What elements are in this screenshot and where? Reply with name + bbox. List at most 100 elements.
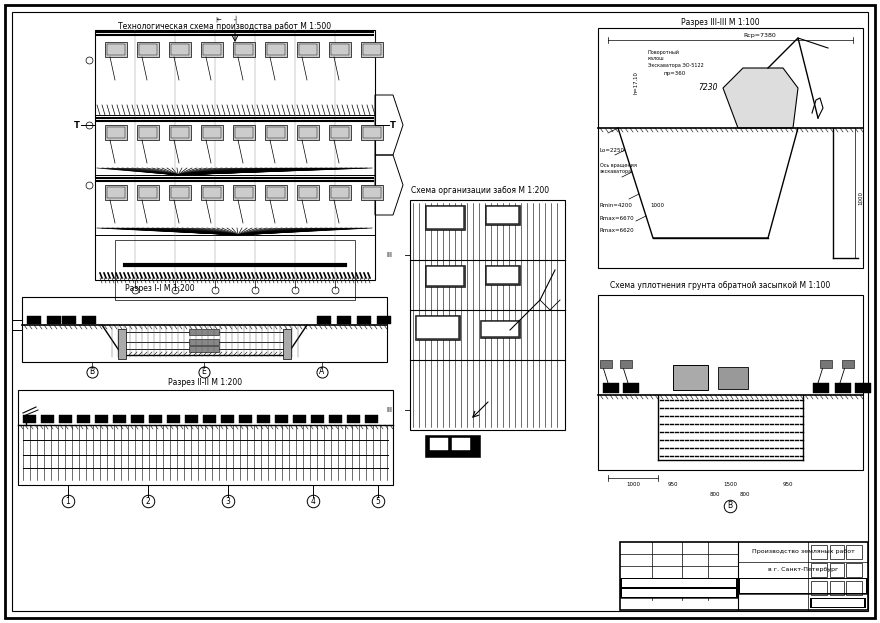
Bar [620, 360, 632, 368]
Text: 3: 3 [225, 497, 231, 505]
Text: Разрез II-II М 1:200: Разрез II-II М 1:200 [168, 378, 242, 387]
Bar [201, 185, 223, 200]
Text: 1: 1 [66, 497, 70, 505]
Bar [331, 187, 349, 198]
Bar [427, 207, 463, 228]
Bar [347, 415, 360, 423]
Bar [105, 185, 127, 200]
Bar [115, 240, 355, 300]
Text: Rmax=6620: Rmax=6620 [600, 228, 634, 233]
Text: Rmax=6670: Rmax=6670 [600, 216, 634, 221]
Bar [275, 415, 288, 423]
Text: Схема уплотнения грунта обратной засыпкой М 1:100: Схема уплотнения грунта обратной засыпко… [610, 281, 830, 290]
Bar [233, 125, 255, 140]
Bar [185, 415, 198, 423]
Bar [18, 390, 393, 485]
Bar [201, 42, 223, 57]
Bar [118, 329, 126, 359]
Bar [329, 415, 342, 423]
Bar [299, 187, 317, 198]
Bar [813, 383, 829, 393]
Text: |←: |← [215, 16, 222, 22]
Text: А: А [319, 368, 325, 376]
Bar [235, 44, 253, 55]
Bar [189, 339, 219, 345]
Bar [620, 542, 868, 610]
Bar [82, 316, 96, 324]
Bar [267, 187, 285, 198]
Bar [265, 42, 287, 57]
Bar [835, 383, 851, 393]
Text: Ось вращения
экскаватора: Ось вращения экскаватора [600, 163, 637, 174]
Bar [329, 125, 351, 140]
Bar [365, 415, 378, 423]
Text: Rcp=7380: Rcp=7380 [744, 33, 776, 38]
Bar [482, 322, 518, 336]
Bar [105, 42, 127, 57]
Polygon shape [723, 68, 798, 128]
Bar [846, 563, 862, 577]
Text: 5: 5 [376, 497, 380, 505]
Bar [623, 383, 639, 393]
Bar [622, 589, 736, 597]
Bar [22, 297, 387, 362]
Bar [137, 125, 159, 140]
Bar [171, 44, 189, 55]
Bar [107, 187, 125, 198]
Bar [430, 438, 448, 450]
Bar [740, 579, 866, 593]
Bar [113, 415, 126, 423]
Bar [203, 127, 221, 138]
Text: Разрез I-I М 1:200: Разрез I-I М 1:200 [125, 284, 194, 293]
Bar [171, 187, 189, 198]
Text: Экскаватора ЭО-5122: Экскаватора ЭО-5122 [648, 63, 704, 68]
Bar [171, 127, 189, 138]
Bar [47, 316, 61, 324]
Bar [95, 415, 108, 423]
Bar [169, 185, 191, 200]
Bar [139, 127, 157, 138]
Bar [363, 44, 381, 55]
Bar [417, 317, 458, 338]
Bar [812, 599, 864, 607]
Bar [233, 42, 255, 57]
Bar [137, 42, 159, 57]
Bar [137, 185, 159, 200]
Bar [361, 42, 383, 57]
Bar [131, 415, 144, 423]
Bar [62, 316, 76, 324]
Bar [377, 316, 391, 324]
Bar [846, 545, 862, 559]
Bar [201, 125, 223, 140]
Bar [811, 563, 827, 577]
Bar [820, 360, 832, 368]
Text: Е: Е [202, 368, 207, 376]
Bar [265, 185, 287, 200]
Bar [738, 578, 868, 594]
Bar [603, 383, 619, 393]
Text: в г. Санкт-Петербург: в г. Санкт-Петербург [768, 568, 838, 573]
Bar [233, 185, 255, 200]
Bar [842, 360, 854, 368]
Bar [139, 187, 157, 198]
Bar [830, 563, 844, 577]
Bar [169, 42, 191, 57]
Text: пр=360: пр=360 [663, 70, 686, 75]
Bar [297, 125, 319, 140]
Bar [415, 315, 460, 340]
Bar [139, 44, 157, 55]
Bar [299, 44, 317, 55]
Bar [235, 127, 253, 138]
Bar [41, 415, 54, 423]
Bar [361, 185, 383, 200]
Bar [189, 329, 219, 335]
Bar [425, 265, 465, 287]
Text: Lо=2250: Lо=2250 [600, 148, 625, 153]
Bar [265, 125, 287, 140]
Text: 2: 2 [145, 497, 150, 505]
Text: Поворотный
калош: Поворотный калош [648, 50, 680, 61]
Text: T: T [74, 120, 80, 130]
Bar [107, 44, 125, 55]
Text: 1000: 1000 [650, 203, 664, 208]
Bar [620, 588, 738, 598]
